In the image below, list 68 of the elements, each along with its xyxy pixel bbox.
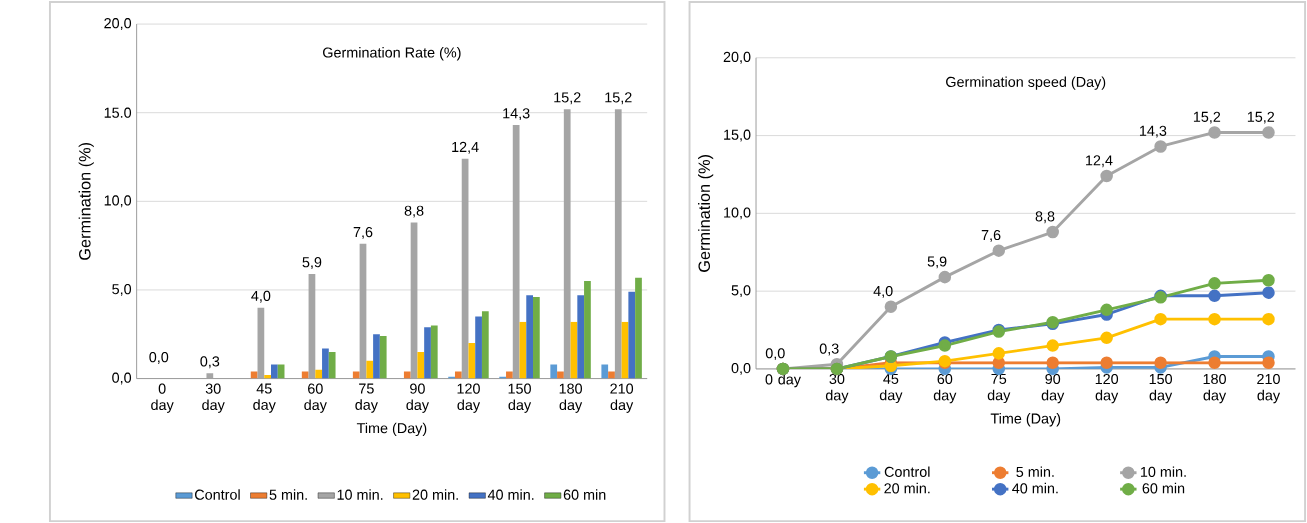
- text: Germination speed (Day): [946, 76, 1106, 90]
- x-tick-label: 210 day: [1257, 373, 1281, 404]
- y-tick-label: 20,0: [104, 18, 132, 30]
- y-tick-label: 5,0: [731, 285, 751, 298]
- y-axis-title: Germination (%): [78, 142, 94, 260]
- x-tick-label: 60 day: [304, 383, 327, 413]
- data-label: 4,0: [251, 290, 271, 303]
- x-tick-label: 90 day: [406, 383, 429, 413]
- data-label: 15,2: [1247, 111, 1275, 124]
- x-tick-label: 120 day: [1095, 373, 1119, 404]
- data-label: 14,3: [503, 108, 530, 121]
- x-tick-label: 45 day: [253, 383, 276, 413]
- legend-label: 5 min.: [269, 489, 307, 500]
- x-tick-label: 75 day: [355, 383, 378, 413]
- y-tick-label: 0,0: [112, 372, 132, 385]
- data-label: 7,6: [981, 229, 1001, 242]
- legend-label: Control: [884, 466, 930, 477]
- x-tick-label: 180 day: [1203, 373, 1227, 404]
- data-label: 15,2: [554, 92, 581, 105]
- x-axis-title: Time (Day): [990, 413, 1061, 427]
- y-tick-label: 20,0: [723, 51, 751, 64]
- x-tick-label: 30 day: [202, 383, 225, 413]
- y-tick-label: 15,0: [724, 129, 751, 142]
- data-label: 0,3: [819, 343, 839, 356]
- y-tick-label: 10,0: [724, 207, 751, 220]
- x-tick-label: 60 day: [933, 373, 957, 404]
- x-tick-label: 210 day: [610, 383, 634, 413]
- legend-label: 5 min.: [1016, 466, 1054, 477]
- data-label: 5,9: [302, 257, 322, 269]
- data-label: 15,2: [1193, 111, 1221, 124]
- x-tick-label: 120 day: [457, 383, 481, 413]
- y-axis-title: Germination (%): [698, 154, 714, 272]
- x-tick-label: 0 day: [765, 373, 801, 388]
- x-tick-label: 150 day: [1149, 373, 1173, 404]
- legend-label: 60 min: [1142, 482, 1185, 494]
- data-label: 0,0: [149, 352, 169, 364]
- x-axis-title: Time (Day): [356, 422, 427, 437]
- data-label: 7,6: [353, 226, 373, 239]
- data-label: 14,3: [1139, 125, 1167, 138]
- data-label: 8,8: [1035, 211, 1055, 224]
- legend-label: 20 min.: [884, 482, 930, 494]
- y-tick-label: 5,0: [112, 283, 132, 296]
- legend-label: 40 min.: [487, 489, 534, 500]
- x-tick-label: 45 day: [879, 373, 903, 404]
- y-tick-label: 15.0: [104, 107, 132, 118]
- x-tick-label: 150 day: [508, 383, 532, 413]
- data-label: 12,4: [452, 141, 479, 154]
- data-label: 4,0: [873, 285, 893, 298]
- data-label: 5,9: [927, 256, 947, 269]
- legend-label: 60 min: [563, 489, 606, 500]
- legend-label: Control: [195, 489, 240, 500]
- data-label: 12,4: [1086, 155, 1113, 168]
- text: Germination Rate (%): [323, 47, 461, 61]
- y-tick-label: 0,0: [731, 362, 751, 375]
- data-label: 15,2: [605, 92, 632, 105]
- legend-label: 20 min.: [412, 489, 458, 500]
- data-label: 0,0: [765, 348, 785, 361]
- y-tick-label: 10,0: [104, 195, 132, 208]
- x-tick-label: 90 day: [1041, 373, 1065, 404]
- legend-label: 10 min.: [337, 489, 383, 500]
- x-tick-label: 30 day: [825, 373, 849, 404]
- data-label: 0,3: [200, 356, 220, 369]
- x-tick-label: 0 day: [151, 383, 174, 413]
- x-tick-label: 75 day: [987, 373, 1011, 404]
- legend-label: 10 min.: [1140, 466, 1186, 477]
- legend-label: 40 min.: [1012, 482, 1058, 494]
- data-label: 8,8: [404, 205, 424, 218]
- x-tick-label: 180 day: [559, 383, 583, 413]
